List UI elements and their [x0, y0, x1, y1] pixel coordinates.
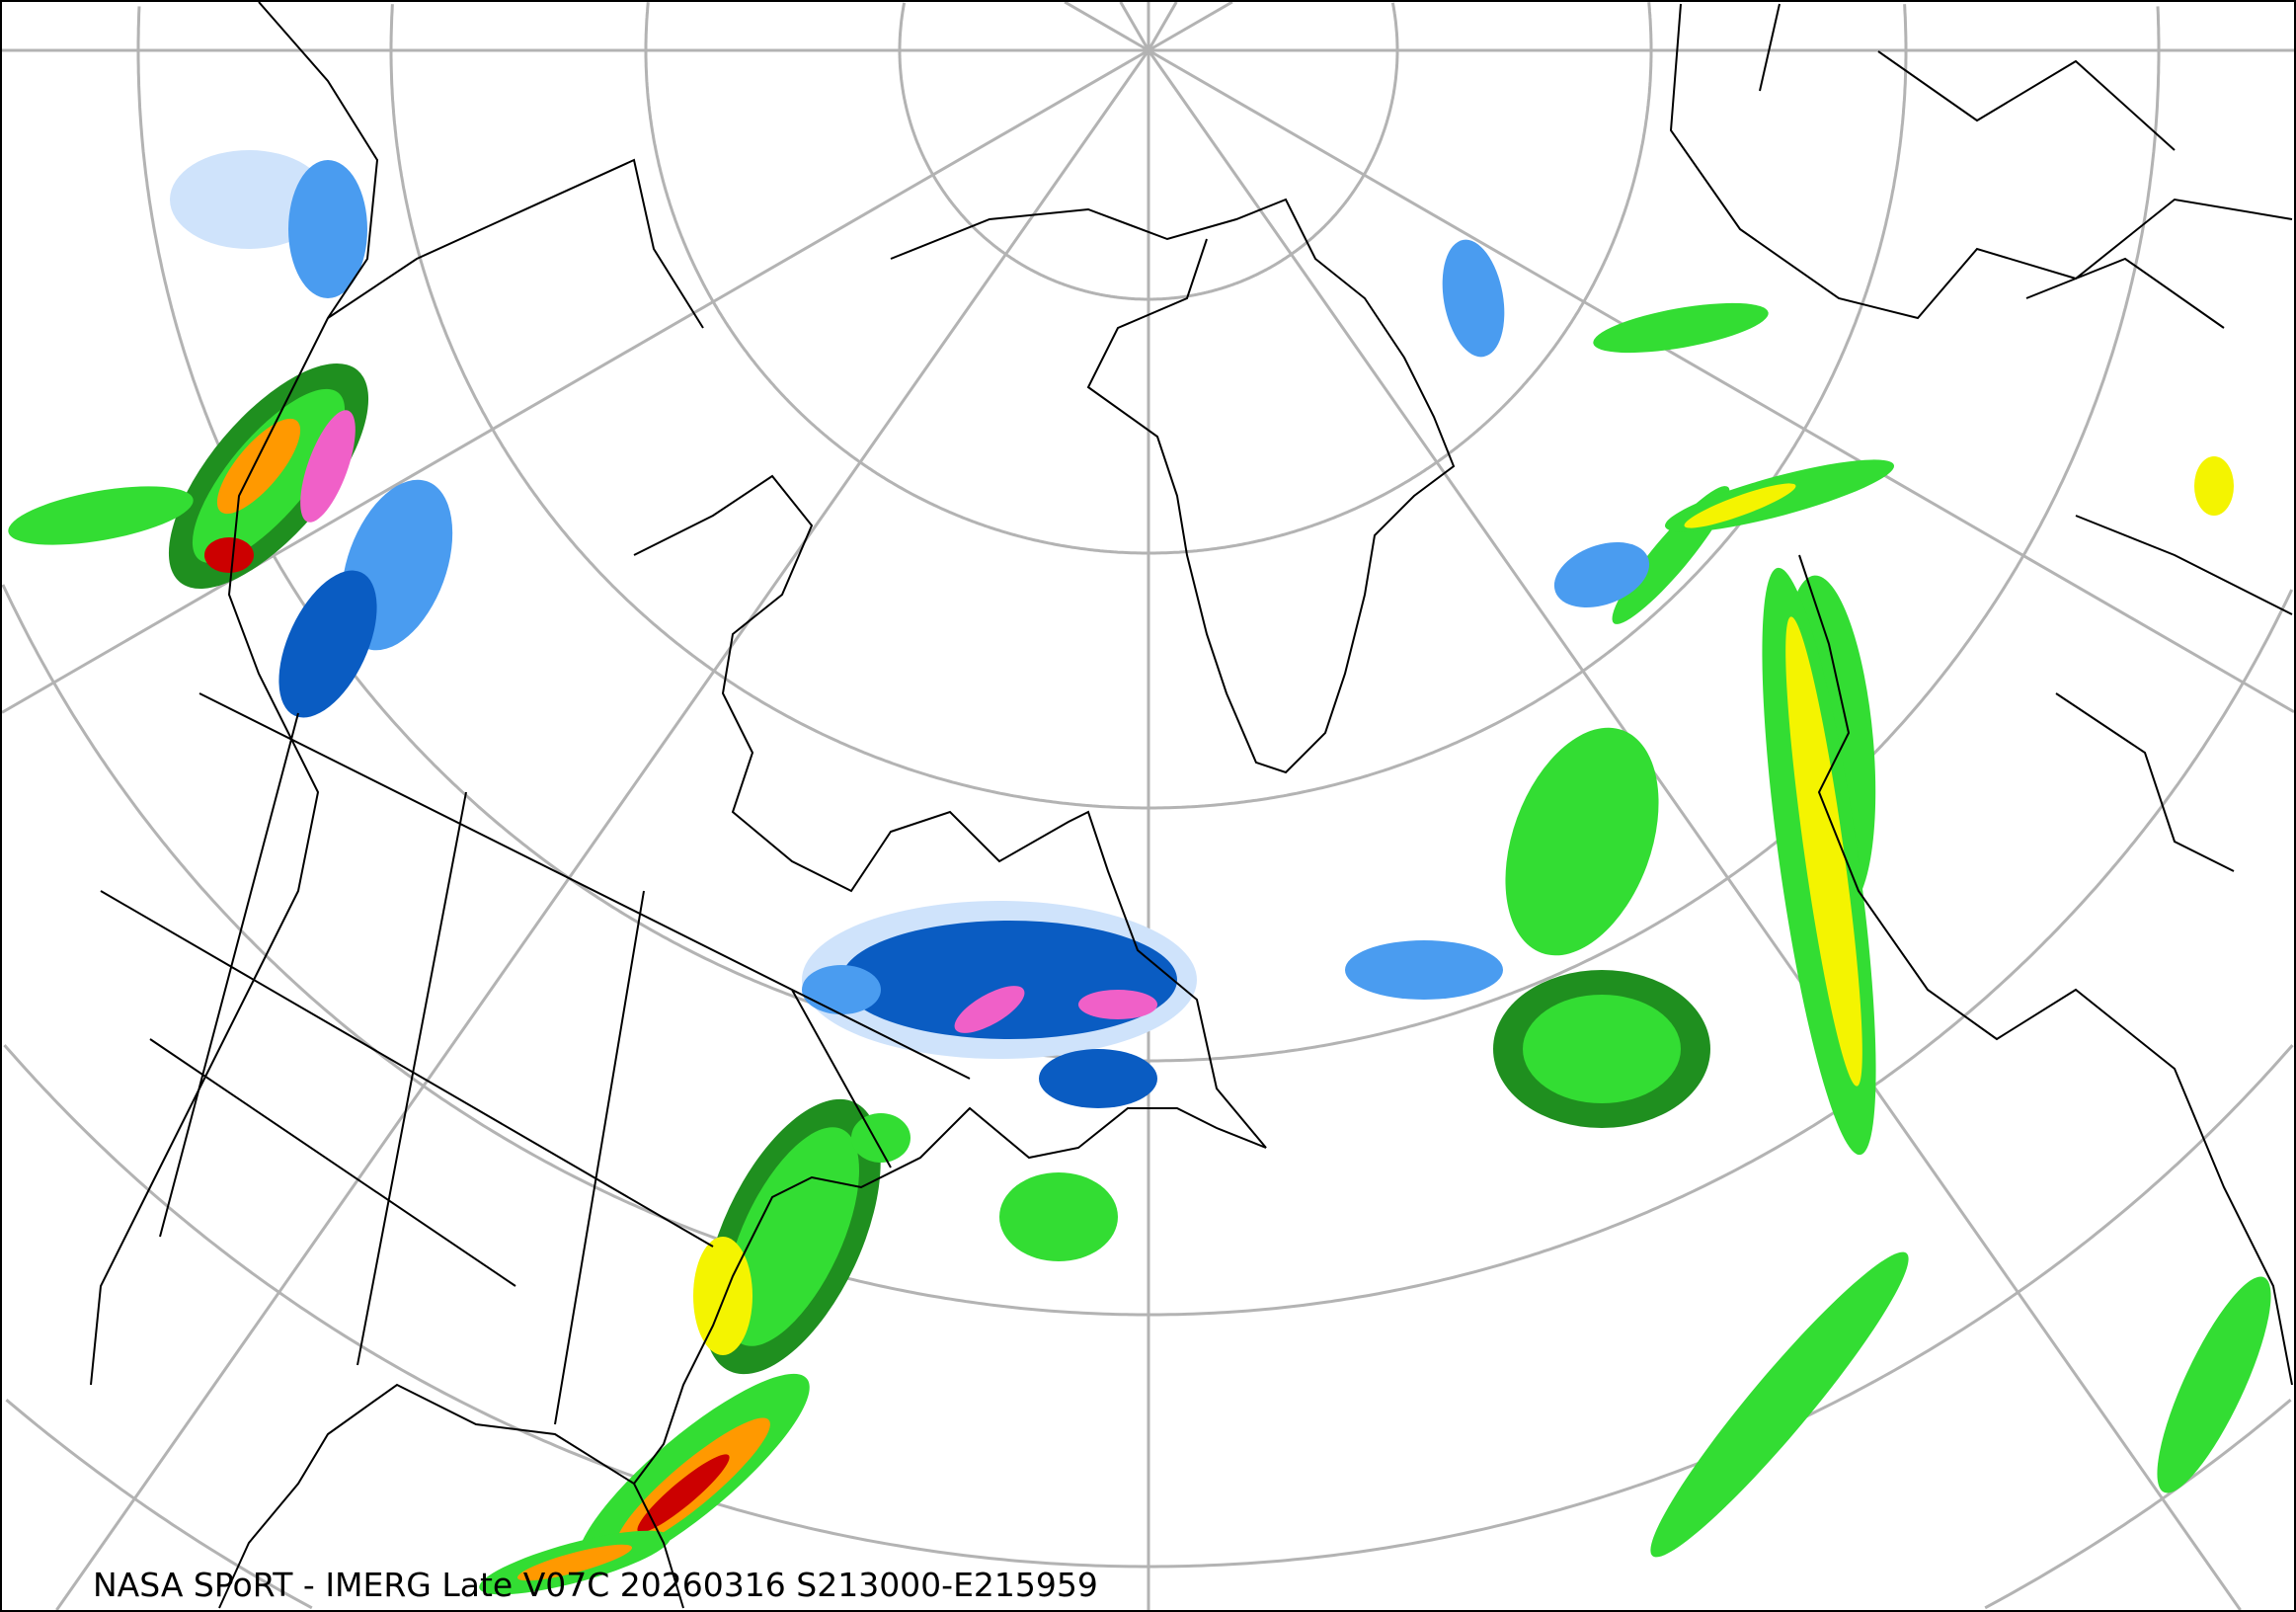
coastline — [1669, 3, 2293, 320]
precip-cell — [288, 160, 367, 298]
latitude-circle — [5, 1399, 313, 1610]
precip-cell — [1684, 483, 1796, 528]
precip-cell — [204, 537, 254, 573]
latitude-circle — [1148, 6, 2161, 1063]
latitude-circle — [389, 4, 1148, 810]
meridian-line — [1148, 48, 2294, 714]
precip-cell — [1785, 616, 1862, 1087]
coastline — [1759, 3, 2293, 872]
precip-cell — [2194, 456, 2234, 516]
latitude-circle — [3, 1044, 1148, 1569]
coastlines-borders — [90, 2, 2293, 1609]
precip-cell — [1442, 239, 1505, 358]
precip-cell — [516, 1544, 633, 1581]
meridian-line — [1147, 2, 1178, 51]
precip-cell — [637, 1454, 730, 1533]
precip-cell — [724, 1127, 860, 1346]
coastline — [90, 2, 379, 1386]
precip-cell — [954, 986, 1025, 1033]
meridian-line — [1119, 2, 1150, 51]
map-caption: NASA SPoRT - IMERG Late V07C 20260316 S2… — [93, 1566, 1098, 1604]
latitude-circle — [1984, 1399, 2292, 1610]
precip-cell — [8, 486, 194, 545]
precip-cell — [1039, 1049, 1157, 1108]
coastline — [327, 158, 704, 329]
precip-cell — [1593, 302, 1769, 354]
precip-cell — [1505, 727, 1659, 956]
precip-cell — [999, 1172, 1118, 1261]
precip-cell — [216, 418, 301, 515]
precip-cell — [2157, 1276, 2271, 1493]
latitude-circle — [644, 2, 1148, 555]
meridian-line — [1148, 2, 1233, 52]
latitude-circle — [1148, 2, 1399, 301]
precip-cell — [1553, 542, 1650, 607]
coastline — [890, 198, 1456, 774]
coastline — [218, 1383, 635, 1609]
precip-cell — [802, 965, 881, 1014]
precip-cell — [851, 1113, 910, 1163]
meridian-line — [55, 49, 1150, 1610]
precip-cell — [1650, 1251, 1909, 1558]
meridian-line — [1064, 2, 1149, 52]
meridian-line — [1147, 49, 2242, 1610]
precip-cell — [841, 921, 1177, 1039]
coastline — [1798, 554, 2293, 1386]
coastline — [100, 692, 971, 1425]
precip-cell — [1345, 940, 1503, 1000]
precip-cell — [1078, 990, 1157, 1019]
precip-cell — [300, 410, 356, 523]
latitude-circle — [1148, 589, 2294, 1317]
meridian-line — [2, 48, 1149, 714]
latitude-circle — [1148, 2, 1653, 555]
latitude-circle — [1148, 4, 1908, 810]
precip-cell — [170, 150, 328, 249]
precip-cell — [278, 570, 377, 718]
latitude-circle — [898, 2, 1148, 301]
precipitation-layer — [8, 150, 2271, 1595]
coastline — [632, 474, 1267, 1609]
precip-cell — [1523, 995, 1681, 1103]
latitude-circle — [2, 584, 1148, 1317]
